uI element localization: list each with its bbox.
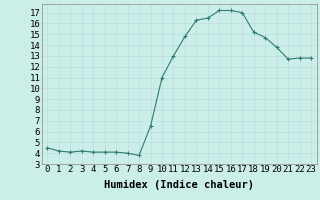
X-axis label: Humidex (Indice chaleur): Humidex (Indice chaleur) — [104, 180, 254, 190]
